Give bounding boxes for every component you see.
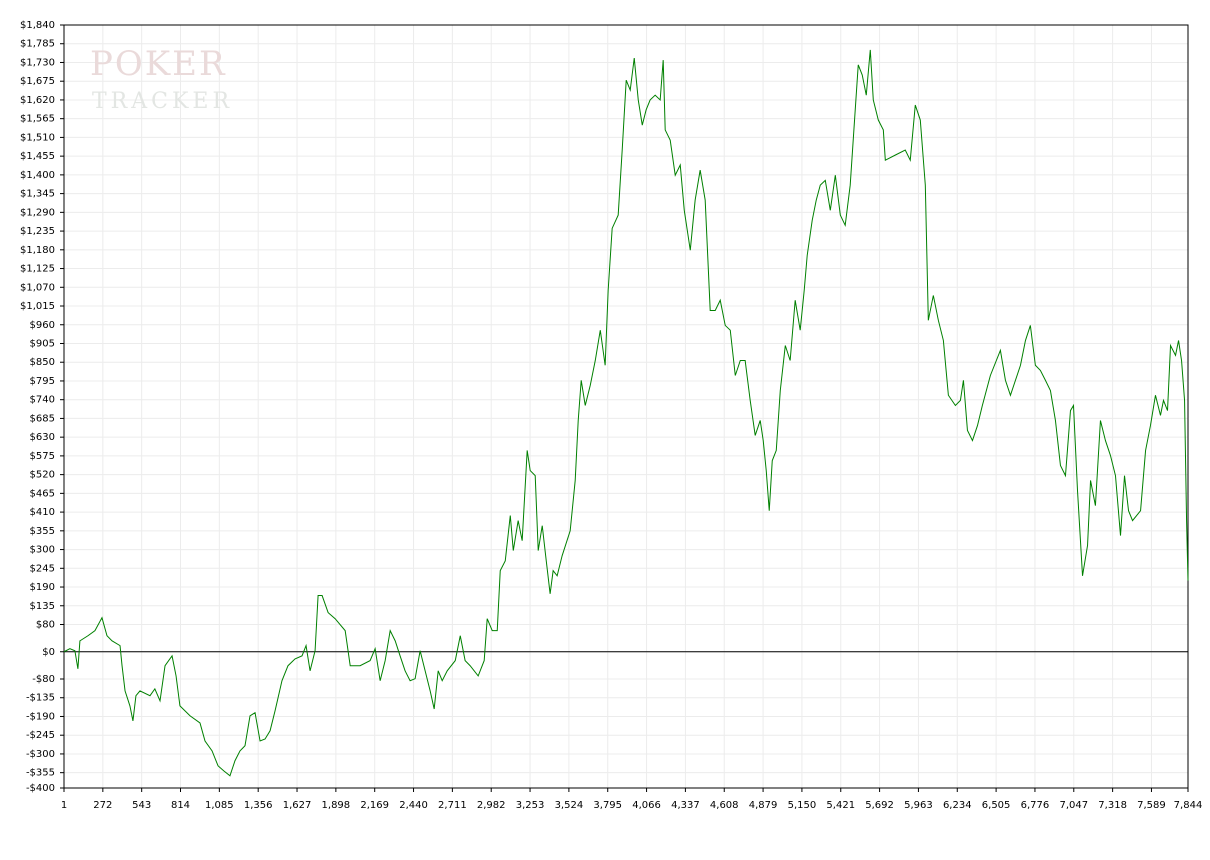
x-tick-label: 4,066 — [632, 800, 661, 811]
x-tick-label: 3,795 — [593, 800, 622, 811]
y-tick-label: $1,015 — [20, 301, 55, 312]
y-tick-label: $135 — [30, 601, 55, 612]
y-tick-label: $1,290 — [20, 207, 55, 218]
x-tick-label: 5,150 — [788, 800, 817, 811]
x-tick-label: 1,085 — [205, 800, 234, 811]
x-tick-label: 2,169 — [360, 800, 389, 811]
y-tick-label: $190 — [30, 582, 55, 593]
x-tick-label: 6,776 — [1021, 800, 1050, 811]
y-tick-label: $300 — [30, 545, 55, 556]
watermark: TRACKER — [92, 89, 233, 114]
y-tick-label: $1,345 — [20, 189, 55, 200]
x-tick-label: 5,421 — [826, 800, 855, 811]
line — [63, 49, 1189, 777]
y-tick-label: $960 — [30, 320, 55, 331]
y-tick-label: $1,510 — [20, 132, 55, 143]
y-tick-label: $355 — [30, 526, 55, 537]
y-tick-label: $1,455 — [20, 151, 55, 162]
y-tick-label: $1,620 — [20, 95, 55, 106]
x-tick-label: 1,356 — [244, 800, 273, 811]
y-tick-label: $685 — [30, 413, 55, 424]
x-tick-label: 272 — [93, 800, 112, 811]
x-tick-label: 6,505 — [982, 800, 1011, 811]
y-tick-label: $740 — [30, 395, 55, 406]
x-tick-label: 2,440 — [399, 800, 428, 811]
y-tick-label: -$400 — [26, 783, 55, 794]
y-tick-label: $1,785 — [20, 39, 55, 50]
y-tick-label: $1,730 — [20, 57, 55, 68]
x-tick-label: 5,692 — [865, 800, 894, 811]
y-tick-label: $245 — [30, 563, 55, 574]
y-tick-label: -$135 — [26, 693, 55, 704]
y-tick-label: $1,565 — [20, 114, 55, 125]
x-tick-label: 3,524 — [555, 800, 584, 811]
x-tick-label: 7,844 — [1174, 800, 1203, 811]
x-tick-label: 5,963 — [904, 800, 933, 811]
x-tick-label: 4,608 — [710, 800, 739, 811]
x-tick-label: 3,253 — [516, 800, 545, 811]
y-tick-label: $905 — [30, 338, 55, 349]
y-tick-label: $0 — [42, 647, 55, 658]
grid — [63, 24, 1189, 789]
y-tick-label: -$355 — [26, 768, 55, 779]
y-tick-label: $520 — [30, 470, 55, 481]
x-tick-label: 543 — [132, 800, 151, 811]
x-tick-label: 814 — [171, 800, 190, 811]
y-tick-label: $1,070 — [20, 282, 55, 293]
y-tick-label: $465 — [30, 488, 55, 499]
x-tick-label: 7,589 — [1137, 800, 1166, 811]
x-tick-label: 4,879 — [749, 800, 778, 811]
x-tick-label: 4,337 — [671, 800, 700, 811]
y-tick-label: -$245 — [26, 730, 55, 741]
watermark: POKER — [90, 44, 227, 84]
x-tick-label: 1,898 — [322, 800, 351, 811]
x-tick-label: 7,318 — [1098, 800, 1127, 811]
y-tick-label: $410 — [30, 507, 55, 518]
y-tick-label: $80 — [36, 620, 55, 631]
x-tick-label: 7,047 — [1059, 800, 1088, 811]
y-tick-label: $1,675 — [20, 76, 55, 87]
y-tick-label: -$300 — [26, 749, 55, 760]
x-tick-label: 1,627 — [283, 800, 312, 811]
y-tick-label: $1,180 — [20, 245, 55, 256]
y-tick-label: $1,125 — [20, 264, 55, 275]
x-tick-label: 6,234 — [943, 800, 972, 811]
x-tick-label: 2,711 — [438, 800, 467, 811]
x-tick-label: 1 — [61, 800, 67, 811]
y-tick-label: $1,235 — [20, 226, 55, 237]
y-tick-label: $630 — [30, 432, 55, 443]
x-tick-label: 2,982 — [477, 800, 506, 811]
y-tick-label: $1,400 — [20, 170, 55, 181]
y-tick-label: $850 — [30, 357, 55, 368]
y-tick-label: -$80 — [32, 674, 55, 685]
plot-border — [63, 24, 1189, 789]
y-tick-label: $575 — [30, 451, 55, 462]
y-tick-label: -$190 — [26, 711, 55, 722]
y-tick-label: $795 — [30, 376, 55, 387]
y-tick-label: $1,840 — [20, 20, 55, 31]
